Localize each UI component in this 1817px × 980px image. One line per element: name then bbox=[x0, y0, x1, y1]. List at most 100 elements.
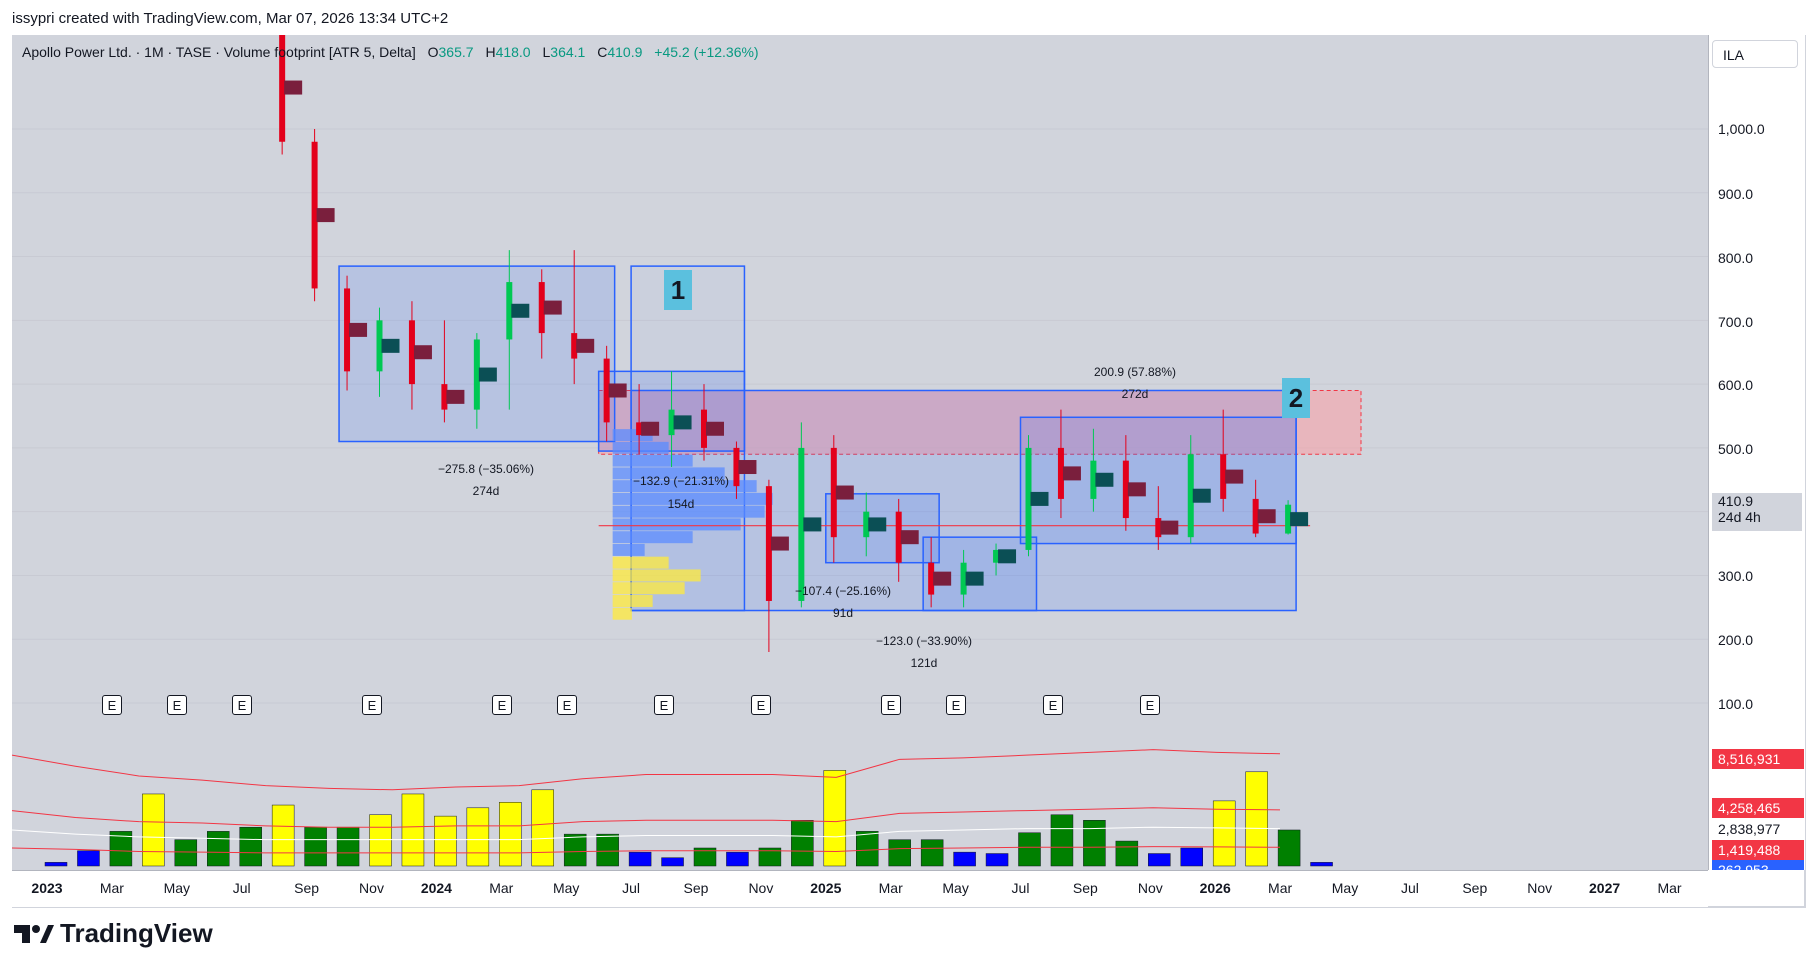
candle-body[interactable] bbox=[928, 562, 935, 595]
volume-bar[interactable] bbox=[142, 793, 165, 867]
tradingview-brand[interactable]: TradingView bbox=[14, 918, 213, 949]
candle-body[interactable] bbox=[538, 282, 545, 334]
volume-bar[interactable] bbox=[434, 815, 457, 867]
volume-bar[interactable] bbox=[44, 862, 68, 867]
footprint-cell bbox=[738, 460, 757, 475]
volume-bar[interactable] bbox=[985, 853, 1009, 867]
candle-body[interactable] bbox=[798, 447, 805, 601]
volume-bar[interactable] bbox=[758, 847, 782, 867]
volume-bar[interactable] bbox=[856, 831, 879, 867]
volume-bar[interactable] bbox=[1148, 853, 1171, 867]
volume-bar[interactable] bbox=[1180, 847, 1203, 867]
candle-body[interactable] bbox=[1057, 447, 1064, 499]
candle-body[interactable] bbox=[668, 409, 675, 436]
candle-body[interactable] bbox=[1187, 454, 1194, 538]
earnings-marker[interactable]: E bbox=[362, 695, 382, 715]
candle-body[interactable] bbox=[733, 447, 740, 487]
candle-body[interactable] bbox=[1122, 460, 1129, 519]
volume-bar[interactable] bbox=[596, 833, 619, 867]
time-tick: May bbox=[942, 880, 969, 896]
earnings-marker[interactable]: E bbox=[1043, 695, 1063, 715]
volume-bar[interactable] bbox=[271, 804, 295, 867]
candle-body[interactable] bbox=[441, 384, 448, 410]
earnings-marker[interactable]: E bbox=[946, 695, 966, 715]
volume-bar[interactable] bbox=[336, 826, 360, 867]
volume-bar[interactable] bbox=[304, 826, 327, 867]
candle-body[interactable] bbox=[636, 422, 643, 436]
volume-bar[interactable] bbox=[563, 833, 587, 867]
earnings-marker[interactable]: E bbox=[881, 695, 901, 715]
earnings-marker[interactable]: E bbox=[232, 695, 252, 715]
candle-body[interactable] bbox=[344, 288, 351, 372]
volume-bar[interactable] bbox=[531, 789, 554, 867]
volume-bar[interactable] bbox=[499, 802, 522, 867]
volume-bar[interactable] bbox=[239, 826, 262, 867]
earnings-marker[interactable]: E bbox=[557, 695, 577, 715]
volume-bar[interactable] bbox=[1018, 832, 1041, 867]
candle-body[interactable] bbox=[279, 33, 286, 142]
candle-body[interactable] bbox=[376, 320, 383, 372]
candle-body[interactable] bbox=[311, 141, 318, 289]
volume-bar[interactable] bbox=[77, 850, 100, 867]
candle-body[interactable] bbox=[603, 358, 610, 423]
earnings-marker[interactable]: E bbox=[654, 695, 674, 715]
earnings-marker[interactable]: E bbox=[102, 695, 122, 715]
volume-bar[interactable] bbox=[466, 807, 490, 867]
volume-bar[interactable] bbox=[953, 851, 976, 867]
symbol-title[interactable]: Apollo Power Ltd. · 1M · TASE · Volume f… bbox=[22, 44, 416, 60]
candle-body[interactable] bbox=[895, 511, 902, 563]
volume-bar[interactable] bbox=[1083, 820, 1106, 867]
candle-body[interactable] bbox=[571, 333, 578, 359]
candle-body[interactable] bbox=[765, 486, 772, 601]
candle-body[interactable] bbox=[1220, 454, 1227, 499]
volume-bar[interactable] bbox=[791, 820, 814, 867]
volume-bar[interactable] bbox=[369, 814, 392, 867]
volume-profile-bar bbox=[612, 480, 757, 493]
price-scale[interactable] bbox=[1708, 35, 1805, 870]
earnings-marker[interactable]: E bbox=[1140, 695, 1160, 715]
earnings-marker[interactable]: E bbox=[751, 695, 771, 715]
price-pane[interactable] bbox=[12, 35, 1708, 721]
candle-body[interactable] bbox=[506, 282, 513, 340]
footprint-cell bbox=[446, 389, 465, 404]
candle-body[interactable] bbox=[1090, 460, 1097, 499]
candle-body[interactable] bbox=[960, 562, 967, 595]
volume-bar[interactable] bbox=[1277, 829, 1301, 867]
earnings-marker[interactable]: E bbox=[492, 695, 512, 715]
open-value: 365.7 bbox=[438, 44, 474, 60]
volume-bar[interactable] bbox=[823, 770, 847, 867]
volume-bar[interactable] bbox=[661, 857, 684, 867]
volume-bar[interactable] bbox=[1310, 862, 1333, 867]
candle-body[interactable] bbox=[1252, 498, 1259, 534]
candle-body[interactable] bbox=[1285, 504, 1292, 534]
time-tick: 2023 bbox=[31, 880, 63, 896]
volume-bar[interactable] bbox=[726, 851, 749, 867]
currency-selector[interactable]: ILA bbox=[1712, 40, 1798, 68]
candle-body[interactable] bbox=[408, 320, 415, 385]
volume-bar[interactable] bbox=[207, 831, 230, 867]
volume-bar[interactable] bbox=[920, 839, 944, 867]
volume-bar[interactable] bbox=[174, 839, 198, 867]
time-scale[interactable] bbox=[12, 870, 1708, 907]
candle-body[interactable] bbox=[1155, 518, 1162, 538]
candle-body[interactable] bbox=[1025, 447, 1032, 550]
volume-bar[interactable] bbox=[401, 793, 425, 867]
candle-body[interactable] bbox=[863, 511, 870, 538]
supply-zone[interactable] bbox=[598, 389, 1362, 455]
volume-bar[interactable] bbox=[693, 847, 717, 867]
volume-bar[interactable] bbox=[109, 831, 133, 867]
volume-bar[interactable] bbox=[628, 851, 652, 867]
candle-body[interactable] bbox=[830, 447, 837, 538]
candle-body[interactable] bbox=[473, 339, 480, 410]
price-tick: 100.0 bbox=[1718, 696, 1754, 712]
volume-bar[interactable] bbox=[1212, 800, 1236, 867]
earnings-marker[interactable]: E bbox=[167, 695, 187, 715]
volume-bar[interactable] bbox=[1245, 771, 1268, 867]
volume-bar[interactable] bbox=[1050, 814, 1074, 867]
candle-body[interactable] bbox=[993, 549, 1000, 563]
candle-body[interactable] bbox=[701, 409, 707, 448]
volume-bar[interactable] bbox=[888, 839, 911, 867]
symbol-legend[interactable]: Apollo Power Ltd. · 1M · TASE · Volume f… bbox=[22, 44, 759, 60]
volume-bar[interactable] bbox=[1115, 840, 1139, 867]
